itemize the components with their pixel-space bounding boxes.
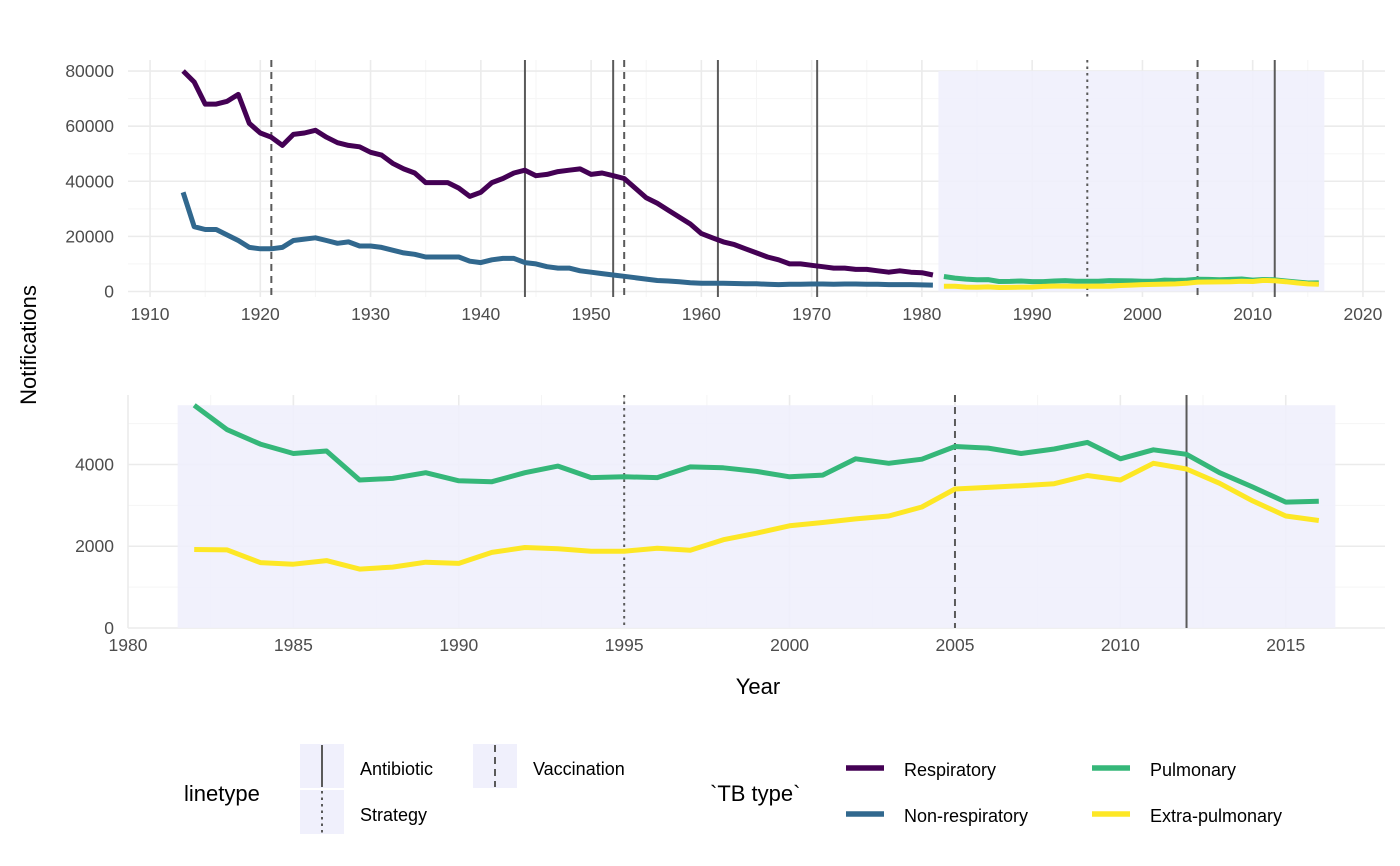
y-tick-label: 60000 [65,116,114,136]
x-tick-label: 2000 [1123,304,1162,324]
x-tick-label: 1970 [792,304,831,324]
x-axis-title: Year [736,674,780,699]
legend-label: Extra-pulmonary [1150,806,1282,826]
legend-label: Respiratory [904,760,996,780]
x-tick-label: 2010 [1233,304,1272,324]
x-tick-label: 2010 [1101,635,1140,655]
legend-item-non-respiratory: Non-respiratory [846,806,1028,826]
legend-label: Non-respiratory [904,806,1028,826]
legend-linetype: linetype Antibiotic Strategy Vaccination [184,744,625,834]
x-tick-label: 1920 [241,304,280,324]
legend-tb-type: `TB type` Respiratory Non-respiratory Pulm… [710,760,1282,826]
x-tick-label: 1960 [682,304,721,324]
legend: linetype Antibiotic Strategy Vaccination `… [184,744,1282,834]
series-line-non-respiratory [180,191,933,288]
legend-tb-type-title: `TB type` [710,781,800,806]
legend-item-strategy: Strategy [300,790,427,834]
x-tick-label: 1980 [902,304,941,324]
x-tick-label: 1910 [131,304,170,324]
legend-item-vaccination: Vaccination [473,744,625,788]
y-tick-label: 4000 [75,454,114,474]
x-tick-label: 1930 [351,304,390,324]
y-tick-label: 0 [104,618,114,638]
y-tick-label: 20000 [65,226,114,246]
x-tick-label: 1995 [605,635,644,655]
legend-label: Strategy [360,805,427,825]
series-line-extra-pulmonary [943,277,1319,290]
x-tick-label: 1950 [572,304,611,324]
highlight-region [938,71,1325,292]
x-tick-label: 2000 [770,635,809,655]
x-tick-label: 2015 [1266,635,1305,655]
x-tick-label: 1980 [109,635,148,655]
y-tick-label: 2000 [75,536,114,556]
series-line-respiratory [181,69,934,278]
y-tick-label: 40000 [65,171,114,191]
series-line-pulmonary [192,403,1319,505]
legend-item-pulmonary: Pulmonary [1092,760,1236,780]
legend-item-extra-pulmonary: Extra-pulmonary [1092,806,1282,826]
y-axis-title: Notifications [16,285,41,405]
highlight-region [177,405,1336,628]
x-tick-label: 1985 [274,635,313,655]
x-tick-label: 2020 [1343,304,1382,324]
y-tick-label: 80000 [65,61,114,81]
legend-label: Antibiotic [360,759,433,779]
y-tick-label: 0 [104,281,114,301]
legend-item-antibiotic: Antibiotic [300,744,433,788]
series-line-extra-pulmonary [194,460,1320,572]
top-panel: 1910 1920 1930 1940 1950 1960 1970 1980 1990 2000… [65,60,1385,324]
legend-item-respiratory: Respiratory [846,760,996,780]
x-tick-label: 1990 [439,635,478,655]
x-tick-label: 1940 [461,304,500,324]
legend-linetype-title: linetype [184,781,260,806]
x-tick-label: 2005 [936,635,975,655]
legend-label: Vaccination [533,759,625,779]
legend-label: Pulmonary [1150,760,1236,780]
x-tick-label: 1990 [1013,304,1052,324]
bottom-panel: 1980 1985 1990 1995 2000 2005 2010 2015 0 2000 400… [75,395,1385,655]
